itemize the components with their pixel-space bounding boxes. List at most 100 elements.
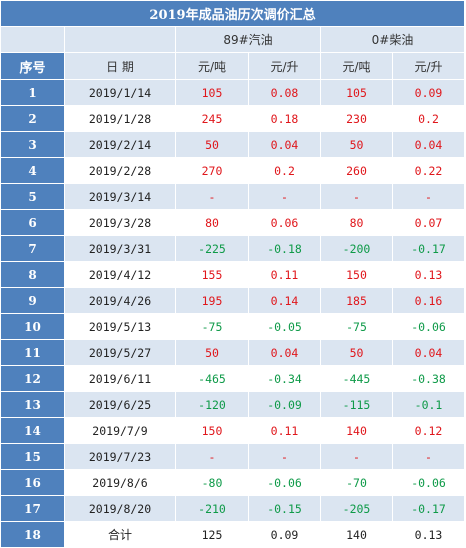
- row-date: 2019/7/9: [64, 417, 176, 444]
- gasoline-header: 89#汽油: [175, 26, 321, 53]
- diesel-ton-value: -75: [320, 313, 393, 340]
- gasoline-ton-value: 125: [175, 521, 249, 548]
- gasoline-liter-value: 0.04: [248, 131, 321, 158]
- diesel-ton-value: -205: [320, 495, 393, 522]
- gasoline-liter-value: -0.05: [248, 313, 321, 340]
- gasoline-ton-value: -465: [175, 365, 249, 392]
- gasoline-ton-value: 245: [175, 105, 249, 132]
- diesel-liter-value: -0.06: [391, 313, 466, 340]
- diesel-liter-unit: 元/升: [391, 52, 466, 80]
- diesel-ton-value: -200: [320, 235, 393, 262]
- gasoline-liter-value: -0.18: [248, 235, 321, 262]
- diesel-ton-value: 105: [320, 79, 393, 106]
- date-header: 日 期: [64, 52, 176, 80]
- row-date: 2019/8/20: [64, 495, 176, 522]
- row-seq: 12: [0, 365, 65, 392]
- gasoline-liter-value: 0.14: [248, 287, 321, 314]
- diesel-ton-value: -70: [320, 469, 393, 496]
- table-row: 9 2019/4/26 195 0.14 185 0.16: [0, 287, 466, 314]
- diesel-liter-value: 0.2: [391, 105, 466, 132]
- row-seq: 4: [0, 157, 65, 184]
- diesel-liter-value: -0.38: [391, 365, 466, 392]
- gasoline-liter-value: 0.2: [248, 157, 321, 184]
- row-date: 2019/1/14: [64, 79, 176, 106]
- gasoline-liter-value: -0.15: [248, 495, 321, 522]
- table-row: 17 2019/8/20 -210 -0.15 -205 -0.17: [0, 495, 466, 522]
- diesel-ton-value: 80: [320, 209, 393, 236]
- gasoline-ton-value: 105: [175, 79, 249, 106]
- gasoline-liter-value: -0.06: [248, 469, 321, 496]
- gasoline-liter-value: 0.06: [248, 209, 321, 236]
- row-date: 2019/4/12: [64, 261, 176, 288]
- table-row: 12 2019/6/11 -465 -0.34 -445 -0.38: [0, 365, 466, 392]
- gasoline-liter-value: 0.08: [248, 79, 321, 106]
- row-seq: 14: [0, 417, 65, 444]
- table-row: 4 2019/2/28 270 0.2 260 0.22: [0, 157, 466, 184]
- diesel-liter-value: -: [391, 183, 466, 210]
- row-seq: 17: [0, 495, 65, 522]
- diesel-ton-value: 230: [320, 105, 393, 132]
- gasoline-liter-value: 0.11: [248, 417, 321, 444]
- diesel-ton-value: 260: [320, 157, 393, 184]
- row-date: 2019/3/14: [64, 183, 176, 210]
- gasoline-liter-value: -0.34: [248, 365, 321, 392]
- row-seq: 15: [0, 443, 65, 470]
- gasoline-ton-value: 50: [175, 131, 249, 158]
- gasoline-ton-value: -: [175, 443, 249, 470]
- row-seq: 9: [0, 287, 65, 314]
- table-row: 5 2019/3/14- - - -: [0, 183, 466, 210]
- row-date: 2019/4/26: [64, 287, 176, 314]
- row-date: 2019/1/28: [64, 105, 176, 132]
- diesel-ton-value: -445: [320, 365, 393, 392]
- gasoline-ton-value: -120: [175, 391, 249, 418]
- corner-cell: [0, 26, 65, 53]
- table-row: 8 2019/4/12 155 0.11 150 0.13: [0, 261, 466, 288]
- gasoline-liter-value: -: [248, 183, 321, 210]
- table-row: 1 2019/1/14 105 0.08 105 0.09: [0, 79, 466, 106]
- row-seq: 6: [0, 209, 65, 236]
- gasoline-liter-value: 0.11: [248, 261, 321, 288]
- diesel-ton-value: 185: [320, 287, 393, 314]
- row-seq: 18: [0, 521, 65, 548]
- diesel-liter-value: -0.1: [391, 391, 466, 418]
- row-seq: 13: [0, 391, 65, 418]
- row-seq: 3: [0, 131, 65, 158]
- total-row: 18 合计 125 0.09 140 0.13: [0, 521, 466, 548]
- diesel-ton-value: 140: [320, 417, 393, 444]
- gasoline-ton-value: -225: [175, 235, 249, 262]
- gasoline-ton-value: -210: [175, 495, 249, 522]
- diesel-liter-value: 0.22: [391, 157, 466, 184]
- row-date: 2019/5/27: [64, 339, 176, 366]
- date-group-cell: [64, 26, 176, 53]
- gasoline-ton-value: 150: [175, 417, 249, 444]
- diesel-ton-value: 150: [320, 261, 393, 288]
- gasoline-liter-value: 0.18: [248, 105, 321, 132]
- gasoline-ton-unit: 元/吨: [175, 52, 249, 80]
- diesel-liter-value: -0.17: [391, 495, 466, 522]
- diesel-ton-unit: 元/吨: [320, 52, 393, 80]
- gasoline-ton-value: 155: [175, 261, 249, 288]
- gasoline-ton-value: 80: [175, 209, 249, 236]
- row-seq: 11: [0, 339, 65, 366]
- diesel-liter-value: 0.12: [391, 417, 466, 444]
- row-seq: 1: [0, 79, 65, 106]
- row-date: 2019/3/28: [64, 209, 176, 236]
- table-row: 7 2019/3/31 -225 -0.18 -200 -0.17: [0, 235, 466, 262]
- gasoline-ton-value: 50: [175, 339, 249, 366]
- gasoline-liter-unit: 元/升: [248, 52, 321, 80]
- table-row: 6 2019/3/28 80 0.06 80 0.07: [0, 209, 466, 236]
- diesel-liter-value: 0.04: [391, 339, 466, 366]
- diesel-liter-value: 0.04: [391, 131, 466, 158]
- gasoline-ton-value: -75: [175, 313, 249, 340]
- table-row: 2 2019/1/28 245 0.18 230 0.2: [0, 105, 466, 132]
- gasoline-ton-value: -80: [175, 469, 249, 496]
- table-row: 10 2019/5/13 -75 -0.05 -75 -0.06: [0, 313, 466, 340]
- gasoline-liter-value: -0.09: [248, 391, 321, 418]
- table-row: 15 2019/7/23- - - -: [0, 443, 466, 470]
- diesel-liter-value: 0.13: [391, 261, 466, 288]
- gasoline-liter-value: 0.04: [248, 339, 321, 366]
- row-date: 2019/5/13: [64, 313, 176, 340]
- gasoline-ton-value: 195: [175, 287, 249, 314]
- row-seq: 16: [0, 469, 65, 496]
